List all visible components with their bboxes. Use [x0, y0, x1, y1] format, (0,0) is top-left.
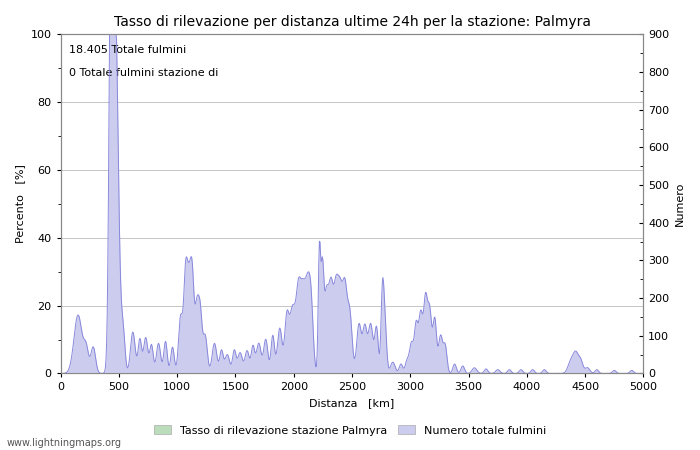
Y-axis label: Percento   [%]: Percento [%] — [15, 164, 25, 243]
X-axis label: Distanza   [km]: Distanza [km] — [309, 398, 395, 408]
Text: 18.405 Totale fulmini: 18.405 Totale fulmini — [69, 45, 187, 54]
Text: 0 Totale fulmini stazione di: 0 Totale fulmini stazione di — [69, 68, 218, 78]
Text: www.lightningmaps.org: www.lightningmaps.org — [7, 438, 122, 448]
Title: Tasso di rilevazione per distanza ultime 24h per la stazione: Palmyra: Tasso di rilevazione per distanza ultime… — [113, 15, 591, 29]
Legend: Tasso di rilevazione stazione Palmyra, Numero totale fulmini: Tasso di rilevazione stazione Palmyra, N… — [150, 421, 550, 440]
Y-axis label: Numero: Numero — [675, 182, 685, 226]
